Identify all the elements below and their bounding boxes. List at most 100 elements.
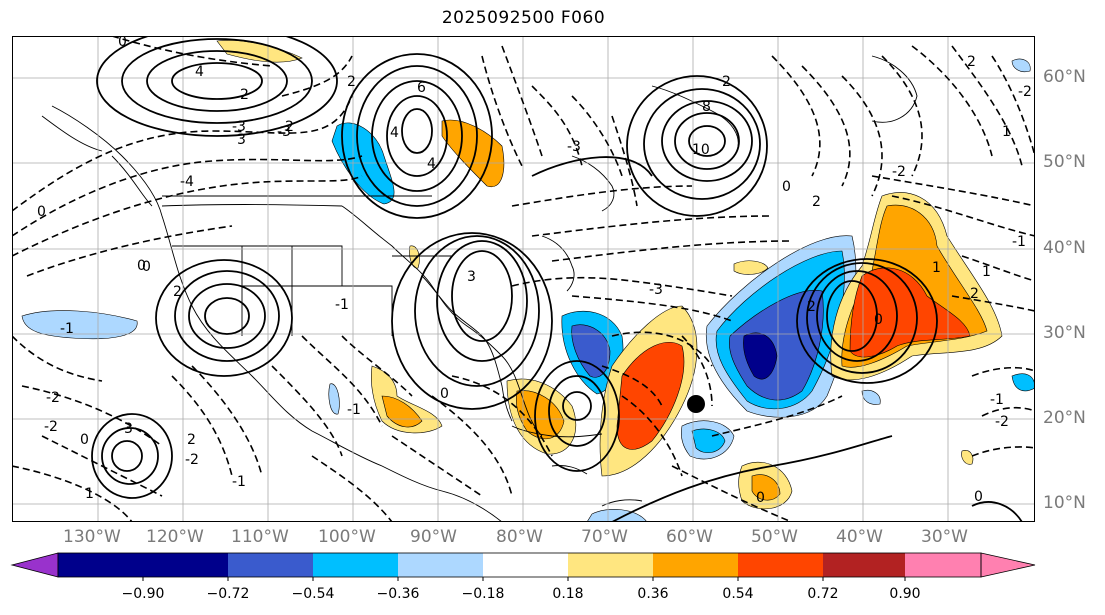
coastlines — [41, 55, 918, 522]
contour-label: -1 — [335, 297, 349, 313]
map-frame — [12, 36, 1035, 522]
contour-label: 4 — [390, 125, 399, 141]
contour-label: 0 — [782, 179, 791, 195]
contour-label: 1 — [1002, 124, 1011, 140]
contour-label: 0 — [118, 36, 127, 50]
colorbar — [10, 552, 1036, 581]
latitude-label: 10°N — [1043, 493, 1086, 513]
colorbar-segment — [653, 553, 738, 577]
positive-shading — [751, 474, 781, 501]
contour-label: 3 — [467, 269, 476, 285]
colorbar-segment — [905, 553, 981, 577]
longitude-label: 30°W — [921, 527, 968, 547]
colorbar-tick-label: −0.54 — [291, 586, 335, 602]
contour-label: -1 — [1012, 234, 1026, 250]
colorbar-tick-label: 0.18 — [552, 586, 584, 602]
positive-shading — [961, 450, 974, 465]
contour-label: -1 — [990, 392, 1004, 408]
dashed-contours — [12, 36, 1035, 522]
contour-label: 2 — [347, 74, 356, 90]
longitude-label: 70°W — [581, 527, 628, 547]
negative-shading — [1011, 373, 1035, 392]
longitude-label: 40°W — [836, 527, 883, 547]
contour-label: -2 — [185, 452, 199, 468]
colorbar-segment — [10, 552, 59, 578]
contour-label: 2 — [722, 74, 731, 90]
longitude-label: 110°W — [231, 527, 289, 547]
contour-label: -1 — [232, 474, 246, 490]
colorbar-tick-label: −0.90 — [121, 586, 165, 602]
contour-label: 0 — [756, 490, 765, 506]
contour-label: 2 — [970, 286, 979, 302]
contour-label: -3 — [232, 119, 246, 135]
negative-shading — [743, 332, 778, 380]
colorbar-segment — [568, 553, 653, 577]
negative-shading — [328, 383, 340, 415]
longitude-label: 50°W — [751, 527, 798, 547]
contour-label: -2 — [44, 419, 58, 435]
contour-label: 8 — [702, 99, 711, 115]
colorbar-segment — [823, 553, 905, 577]
contour-label: 2 — [240, 87, 249, 103]
colorbar-ticks — [142, 577, 906, 581]
solid-contours — [91, 36, 1023, 522]
weather-map: 0 4 2 -2 3 -3 4 6 4 2 -4 8 10 2 -3 0 2 -… — [12, 36, 1035, 522]
colorbar-segment — [980, 552, 1036, 578]
negative-shading — [331, 122, 395, 205]
contour-label: 3 — [237, 132, 246, 148]
contour-label: 1 — [982, 264, 991, 280]
colorbar-segment — [313, 553, 398, 577]
longitude-label: 60°W — [666, 527, 713, 547]
storm-center-dot — [687, 395, 705, 413]
map-title: 2025092500 F060 — [441, 8, 606, 28]
contour-label: 1 — [932, 260, 941, 276]
contour-label: 0 — [440, 386, 449, 402]
colorbar-segment — [483, 553, 568, 577]
colorbar-tick-label: −0.36 — [376, 586, 420, 602]
contour-label: -2 — [892, 164, 906, 180]
contour-label: 1 — [85, 486, 94, 502]
contour-label: -1 — [347, 402, 361, 418]
contour-label: 0 — [974, 489, 983, 505]
latitude-label: 50°N — [1043, 152, 1086, 172]
latitude-label: 60°N — [1043, 67, 1086, 87]
colorbar-frame — [57, 552, 982, 578]
contour-label: 4 — [427, 156, 436, 172]
colorbar-segment — [143, 553, 228, 577]
contour-label: 0 — [142, 259, 151, 275]
contour-label: -3 — [567, 139, 581, 155]
colorbar-segment — [58, 553, 143, 577]
colorbar-tick-label: −0.72 — [206, 586, 250, 602]
colorbar-segment — [738, 553, 823, 577]
positive-shading — [441, 119, 505, 188]
contour-label: 0 — [137, 258, 146, 274]
contour-label: -3 — [649, 282, 663, 298]
colorbar-segment — [398, 553, 483, 577]
longitude-label: 130°W — [63, 527, 121, 547]
contour-label: 4 — [195, 64, 204, 80]
positive-shading — [616, 342, 685, 450]
colorbar-tick-label: 0.36 — [637, 586, 669, 602]
contour-label: 2 — [187, 432, 196, 448]
colorbar-tick-label: −0.18 — [461, 586, 505, 602]
contour-label: 3 — [124, 421, 133, 437]
contour-label: 2 — [173, 284, 182, 300]
contour-label: 0 — [80, 432, 89, 448]
negative-shading — [1011, 58, 1031, 73]
contour-label: 2 — [967, 54, 976, 70]
contour-label: 10 — [692, 142, 710, 158]
contour-label: 0 — [37, 204, 46, 220]
contour-label: 2 — [812, 194, 821, 210]
longitude-label: 100°W — [318, 527, 376, 547]
positive-shading — [733, 260, 769, 275]
latitude-label: 20°N — [1043, 408, 1086, 428]
latitude-label: 40°N — [1043, 238, 1086, 258]
contour-label: -3 — [277, 124, 291, 140]
longitude-label: 90°W — [410, 527, 457, 547]
contour-label: -2 — [1018, 84, 1032, 100]
contour-label: 6 — [417, 80, 426, 96]
contour-label: -2 — [995, 414, 1009, 430]
longitude-label: 80°W — [496, 527, 543, 547]
longitude-label: 120°W — [146, 527, 204, 547]
contour-label: -1 — [60, 321, 74, 337]
